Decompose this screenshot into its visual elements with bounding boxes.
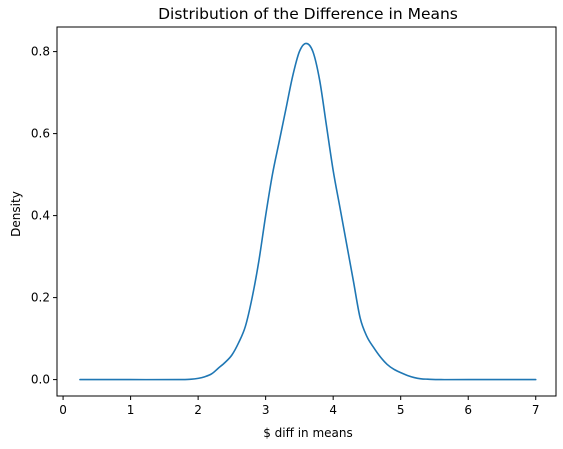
y-tick-label: 0.8 bbox=[31, 45, 50, 59]
x-tick-label: 2 bbox=[194, 403, 202, 417]
y-tick-label: 0.4 bbox=[31, 209, 50, 223]
x-tick-label: 3 bbox=[262, 403, 270, 417]
x-axis-label: $ diff in means bbox=[263, 426, 353, 440]
y-tick-label: 0.6 bbox=[31, 127, 50, 141]
y-tick-label: 0.2 bbox=[31, 291, 50, 305]
chart-title: Distribution of the Difference in Means bbox=[158, 5, 458, 23]
x-tick-label: 0 bbox=[59, 403, 67, 417]
x-tick-label: 7 bbox=[532, 403, 540, 417]
series-group bbox=[79, 42, 537, 381]
x-tick-label: 4 bbox=[329, 403, 337, 417]
plot-frame bbox=[56, 26, 557, 397]
x-tick-label: 1 bbox=[127, 403, 135, 417]
y-tick-label: 0.0 bbox=[31, 373, 50, 387]
y-axis-label: Density bbox=[9, 191, 23, 237]
density-line bbox=[79, 42, 537, 381]
axes: 0 1 2 3 4 5 6 7 0.0 0.2 0.4 0.6 0.8 bbox=[31, 45, 540, 417]
x-tick-label: 6 bbox=[464, 403, 472, 417]
x-tick-label: 5 bbox=[397, 403, 405, 417]
